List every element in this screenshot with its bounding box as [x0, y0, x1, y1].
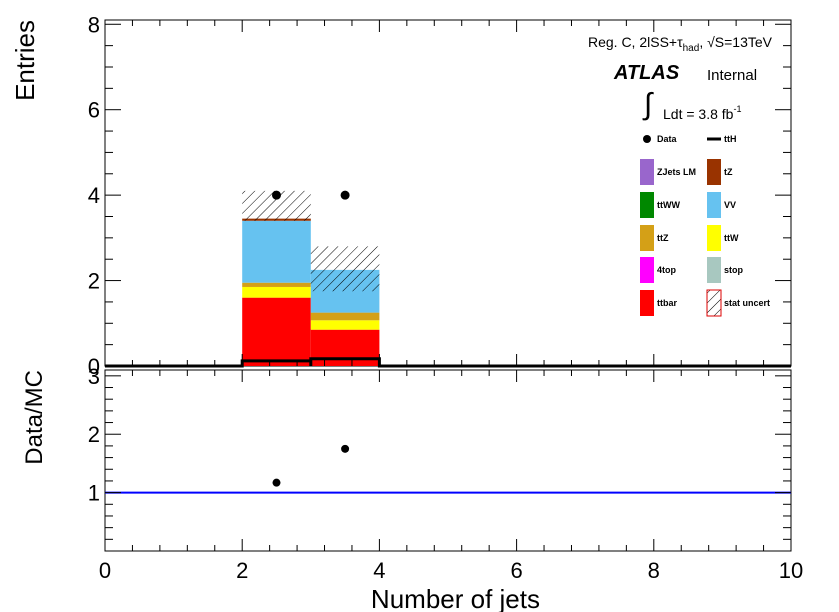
ratio-point-1	[341, 444, 350, 453]
bottom-ytick-label-1: 1	[88, 481, 100, 506]
legend-ttbar-marker	[640, 290, 654, 316]
legend-data-label: Data	[657, 134, 678, 144]
bottom-y-axis-label: Data/MC	[21, 370, 48, 465]
bar-ttbar-bin-1	[310, 329, 380, 366]
data-point-1	[340, 190, 350, 200]
ratio-points	[272, 444, 350, 487]
bar-ttz-bin-1	[310, 312, 380, 321]
energy-text: S=13TeV	[715, 34, 773, 50]
bottom-ytick-label-2: 2	[88, 422, 100, 447]
legend-zjets-lm-marker	[640, 159, 654, 185]
ratio-point-0	[272, 478, 281, 487]
ttH-line	[105, 357, 791, 368]
legend-ttw-marker	[707, 225, 721, 251]
legend-stat-uncert-label: stat uncert	[724, 298, 770, 308]
legend-stat-uncert-marker	[706, 289, 722, 317]
legend-ttbar-label: ttbar	[657, 298, 677, 308]
bottom-y-ticks: 1 2 3	[88, 364, 791, 540]
legend-ttz-label: ttZ	[657, 233, 669, 243]
data-point-0	[272, 190, 281, 200]
legend-4top-marker	[640, 257, 654, 283]
top-panel-frame	[104, 19, 792, 367]
legend-stop-label: stop	[724, 265, 744, 275]
legend-ttww-label: ttWW	[657, 200, 680, 210]
bar-ttw-bin-0	[242, 286, 311, 298]
xtick-label-0: 0	[99, 558, 111, 583]
region-text: Reg. C, 2lSS+τ	[588, 34, 683, 50]
xtick-label-8: 8	[648, 558, 660, 583]
bar-vv-bin-0	[242, 220, 311, 283]
xtick-label-6: 6	[510, 558, 522, 583]
legend-tz-label: tZ	[724, 167, 733, 177]
legend-vv-label: VV	[724, 200, 736, 210]
top-y-axis-label: Entries	[10, 20, 40, 101]
energy-prefix: , √	[699, 34, 715, 50]
top-stack-bars	[242, 218, 380, 366]
lumi-label: Ldt = 3.8 fb-1	[663, 104, 741, 122]
top-x-ticks	[104, 20, 792, 366]
ttH-step-path	[105, 357, 791, 368]
data-points	[272, 190, 350, 200]
legend-stop-marker	[707, 257, 721, 283]
atlas-label: ATLAS	[613, 62, 680, 84]
legend-4top-label: 4top	[657, 265, 677, 275]
internal-label: Internal	[707, 67, 757, 84]
region-subscript: had	[683, 43, 700, 54]
top-ytick-label-0: 0	[88, 354, 100, 379]
legend-data-marker	[643, 135, 651, 143]
bar-ttbar-bin-0	[242, 297, 311, 366]
lumi-superscript: -1	[733, 104, 741, 114]
stat-uncert-bin-1	[310, 246, 380, 292]
bar-ttw-bin-1	[310, 320, 380, 330]
legend-zjets-lm-label: ZJets LM	[657, 167, 696, 177]
xtick-label-2: 2	[236, 558, 248, 583]
bottom-x-ticks: 0 2 4 6 8 10	[99, 370, 803, 583]
x-axis-label: Number of jets	[371, 584, 540, 612]
lumi-integral: ∫	[642, 88, 654, 121]
top-ytick-label-6: 6	[88, 98, 100, 123]
legend-tth-label: ttH	[724, 134, 737, 144]
legend-ttz-marker	[640, 225, 654, 251]
top-ytick-label-2: 2	[88, 269, 100, 294]
xtick-label-4: 4	[373, 558, 385, 583]
legend: Data ttH ZJets LM tZ ttWW VV ttZ ttW 4top stop ttb…	[640, 134, 770, 317]
top-y-ticks: 0 2 4 6 8	[88, 12, 791, 379]
xtick-label-10: 10	[779, 558, 803, 583]
bar-ttz-bin-0	[242, 282, 311, 287]
lumi-text: Ldt = 3.8 fb	[663, 106, 734, 122]
legend-ttw-label: ttW	[724, 233, 739, 243]
top-ytick-label-8: 8	[88, 12, 100, 37]
legend-vv-marker	[707, 192, 721, 218]
legend-ttww-marker	[640, 192, 654, 218]
top-ytick-label-4: 4	[88, 183, 100, 208]
region-label: Reg. C, 2lSS+τhad, √S=13TeV	[588, 34, 773, 54]
bottom-panel-frame	[104, 369, 792, 552]
legend-tz-marker	[707, 159, 721, 185]
bottom-ytick-label-3: 3	[88, 364, 100, 389]
